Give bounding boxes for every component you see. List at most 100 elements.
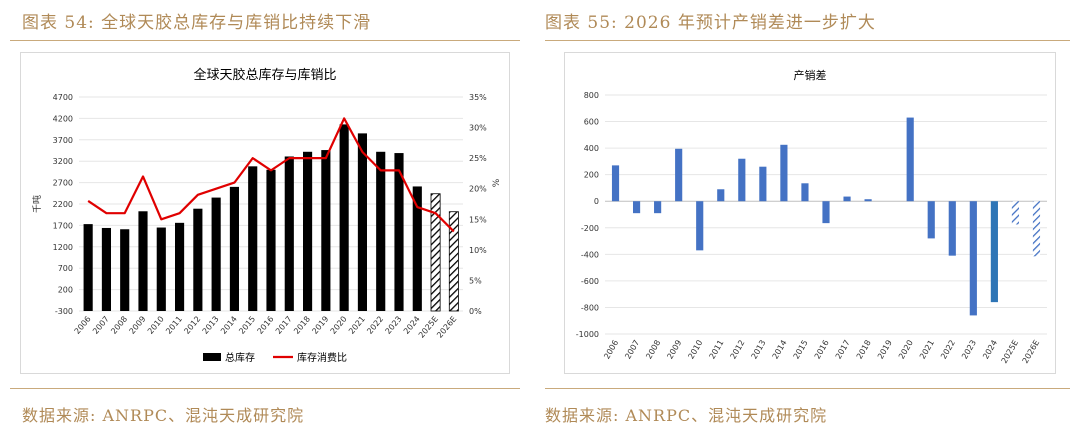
right-caption-rule (545, 40, 1070, 41)
inventory-y-tick-label: -300 (55, 307, 73, 316)
inventory-x-tick-label: 2007 (91, 315, 111, 336)
inventory-x-tick-label: 2018 (292, 315, 312, 336)
inventory-bar (321, 150, 331, 311)
inventory-x-tick-label: 2012 (182, 315, 202, 336)
balance-bar (864, 199, 872, 202)
inventory-bar (156, 227, 166, 311)
balance-bar (927, 201, 935, 239)
balance-bar (611, 165, 620, 202)
ratio-y-tick-label: 20% (469, 185, 487, 194)
ratio-y-axis-label: % (492, 178, 502, 187)
inventory-bar (448, 211, 459, 312)
inventory-bar (284, 156, 294, 311)
inventory-bar (303, 151, 313, 311)
ratio-y-tick-label: 0% (469, 307, 482, 316)
ratio-y-tick-label: 30% (469, 124, 487, 133)
balance-x-tick-label: 2026E (1021, 339, 1042, 366)
balance-y-tick-label: 200 (584, 171, 599, 180)
balance-x-tick-label: 2022 (939, 339, 957, 361)
right-figure-source: 数据来源: ANRPC、混沌天成研究院 (545, 406, 828, 425)
inventory-legend: 总库存 库存消费比 (203, 351, 347, 364)
inventory-y-tick-label: 4200 (53, 114, 73, 123)
left-figure-source: 数据来源: ANRPC、混沌天成研究院 (22, 406, 305, 425)
inventory-x-tick-label: 2019 (310, 315, 330, 336)
balance-bar (717, 189, 725, 202)
ratio-y-tick-label: 15% (469, 215, 487, 224)
balance-y-tick-label: -200 (581, 224, 599, 233)
balance-y-tick-label: 600 (584, 118, 599, 127)
inventory-y-tick-label: 1200 (53, 243, 73, 252)
balance-x-tick-label: 2009 (665, 339, 683, 361)
balance-x-tick-label: 2008 (644, 339, 662, 361)
balance-x-tick-label: 2018 (855, 339, 873, 361)
balance-y-tick-label: -800 (581, 303, 599, 312)
balance-chart: 产销差 -1000 -800 -600 -400 -200 0 200 400 600 800 2… (576, 68, 1047, 366)
right-figure-caption: 图表 55: 2026 年预计产销差进一步扩大 (545, 13, 876, 33)
balance-bar (1032, 201, 1041, 257)
inventory-x-tick-label: 2011 (164, 315, 184, 336)
inventory-x-tick-label: 2010 (146, 315, 166, 336)
balance-y-tick-label: 400 (584, 144, 599, 153)
inventory-bar (376, 151, 386, 311)
inventory-bar (412, 186, 422, 311)
balance-x-tick-label: 2010 (686, 339, 704, 361)
balance-x-tick-label: 2023 (960, 339, 978, 361)
balance-x-tick-label: 2019 (876, 339, 894, 361)
inventory-chart: 全球天胶总库存与库销比 -300 200 700 1200 1700 2200 2700 32… (31, 67, 502, 364)
balance-bar (990, 201, 998, 303)
balance-bar (675, 148, 683, 202)
ratio-line (87, 117, 455, 233)
inventory-y-tick-label: 2700 (53, 179, 73, 188)
left-caption-rule (10, 40, 520, 41)
inventory-y-tick-label: 1700 (53, 221, 73, 230)
balance-bar (780, 144, 788, 202)
balance-bar (759, 166, 767, 202)
inventory-bar (248, 166, 258, 311)
inventory-bar (229, 186, 239, 311)
inventory-y-tick-label: 4700 (53, 93, 73, 102)
inventory-chart-title: 全球天胶总库存与库销比 (193, 67, 336, 83)
balance-bar (906, 117, 914, 202)
balance-x-tick-label: 2006 (602, 339, 620, 361)
balance-x-tick-label: 2020 (897, 339, 915, 361)
inventory-x-tick-label: 2014 (219, 315, 239, 336)
inventory-x-tick-label: 2020 (329, 315, 349, 336)
inventory-x-tick-label: 2009 (128, 315, 148, 336)
ratio-y-tick-label: 35% (469, 93, 487, 102)
inventory-bar (138, 211, 148, 311)
inventory-bar (193, 208, 203, 311)
inventory-y-tick-label: 3700 (53, 136, 73, 145)
balance-y-tick-label: -600 (581, 277, 599, 286)
inventory-y-tick-label: 200 (58, 286, 73, 295)
balance-bar (654, 201, 662, 214)
inventory-y-tick-label: 3200 (53, 157, 73, 166)
balance-x-tick-label: 2025E (1000, 339, 1021, 366)
balance-x-tick-label: 2007 (623, 339, 641, 361)
right-source-rule (545, 388, 1070, 389)
inventory-bar (394, 153, 404, 311)
balance-bar (948, 201, 956, 256)
balance-x-tick-label: 2012 (729, 339, 747, 361)
balance-bar (822, 201, 830, 224)
balance-x-tick-label: 2011 (708, 339, 726, 361)
balance-bar (632, 201, 641, 214)
legend-label-ratio: 库存消费比 (297, 351, 347, 364)
balance-bar (843, 196, 851, 202)
inventory-bar (120, 229, 130, 311)
balance-chart-title: 产销差 (794, 68, 827, 82)
ratio-y-tick-label: 25% (469, 154, 487, 163)
balance-y-tick-label: 0 (594, 197, 599, 206)
ratio-y-tick-label: 5% (469, 276, 482, 285)
inventory-x-tick-label: 2026E (435, 315, 458, 340)
inventory-bar (357, 133, 367, 311)
left-chart-panel: 全球天胶总库存与库销比 -300 200 700 1200 1700 2200 2700 32… (20, 52, 510, 374)
inventory-bar (175, 222, 185, 311)
balance-bar (738, 158, 746, 202)
ratio-y-tick-label: 10% (469, 246, 487, 255)
balance-y-tick-label: 800 (584, 91, 599, 100)
legend-swatch-inventory (203, 353, 221, 361)
inventory-x-tick-label: 2016 (256, 315, 276, 336)
balance-y-tick-label: -1000 (576, 330, 599, 339)
balance-bar (801, 183, 809, 202)
inventory-bar (83, 224, 93, 311)
